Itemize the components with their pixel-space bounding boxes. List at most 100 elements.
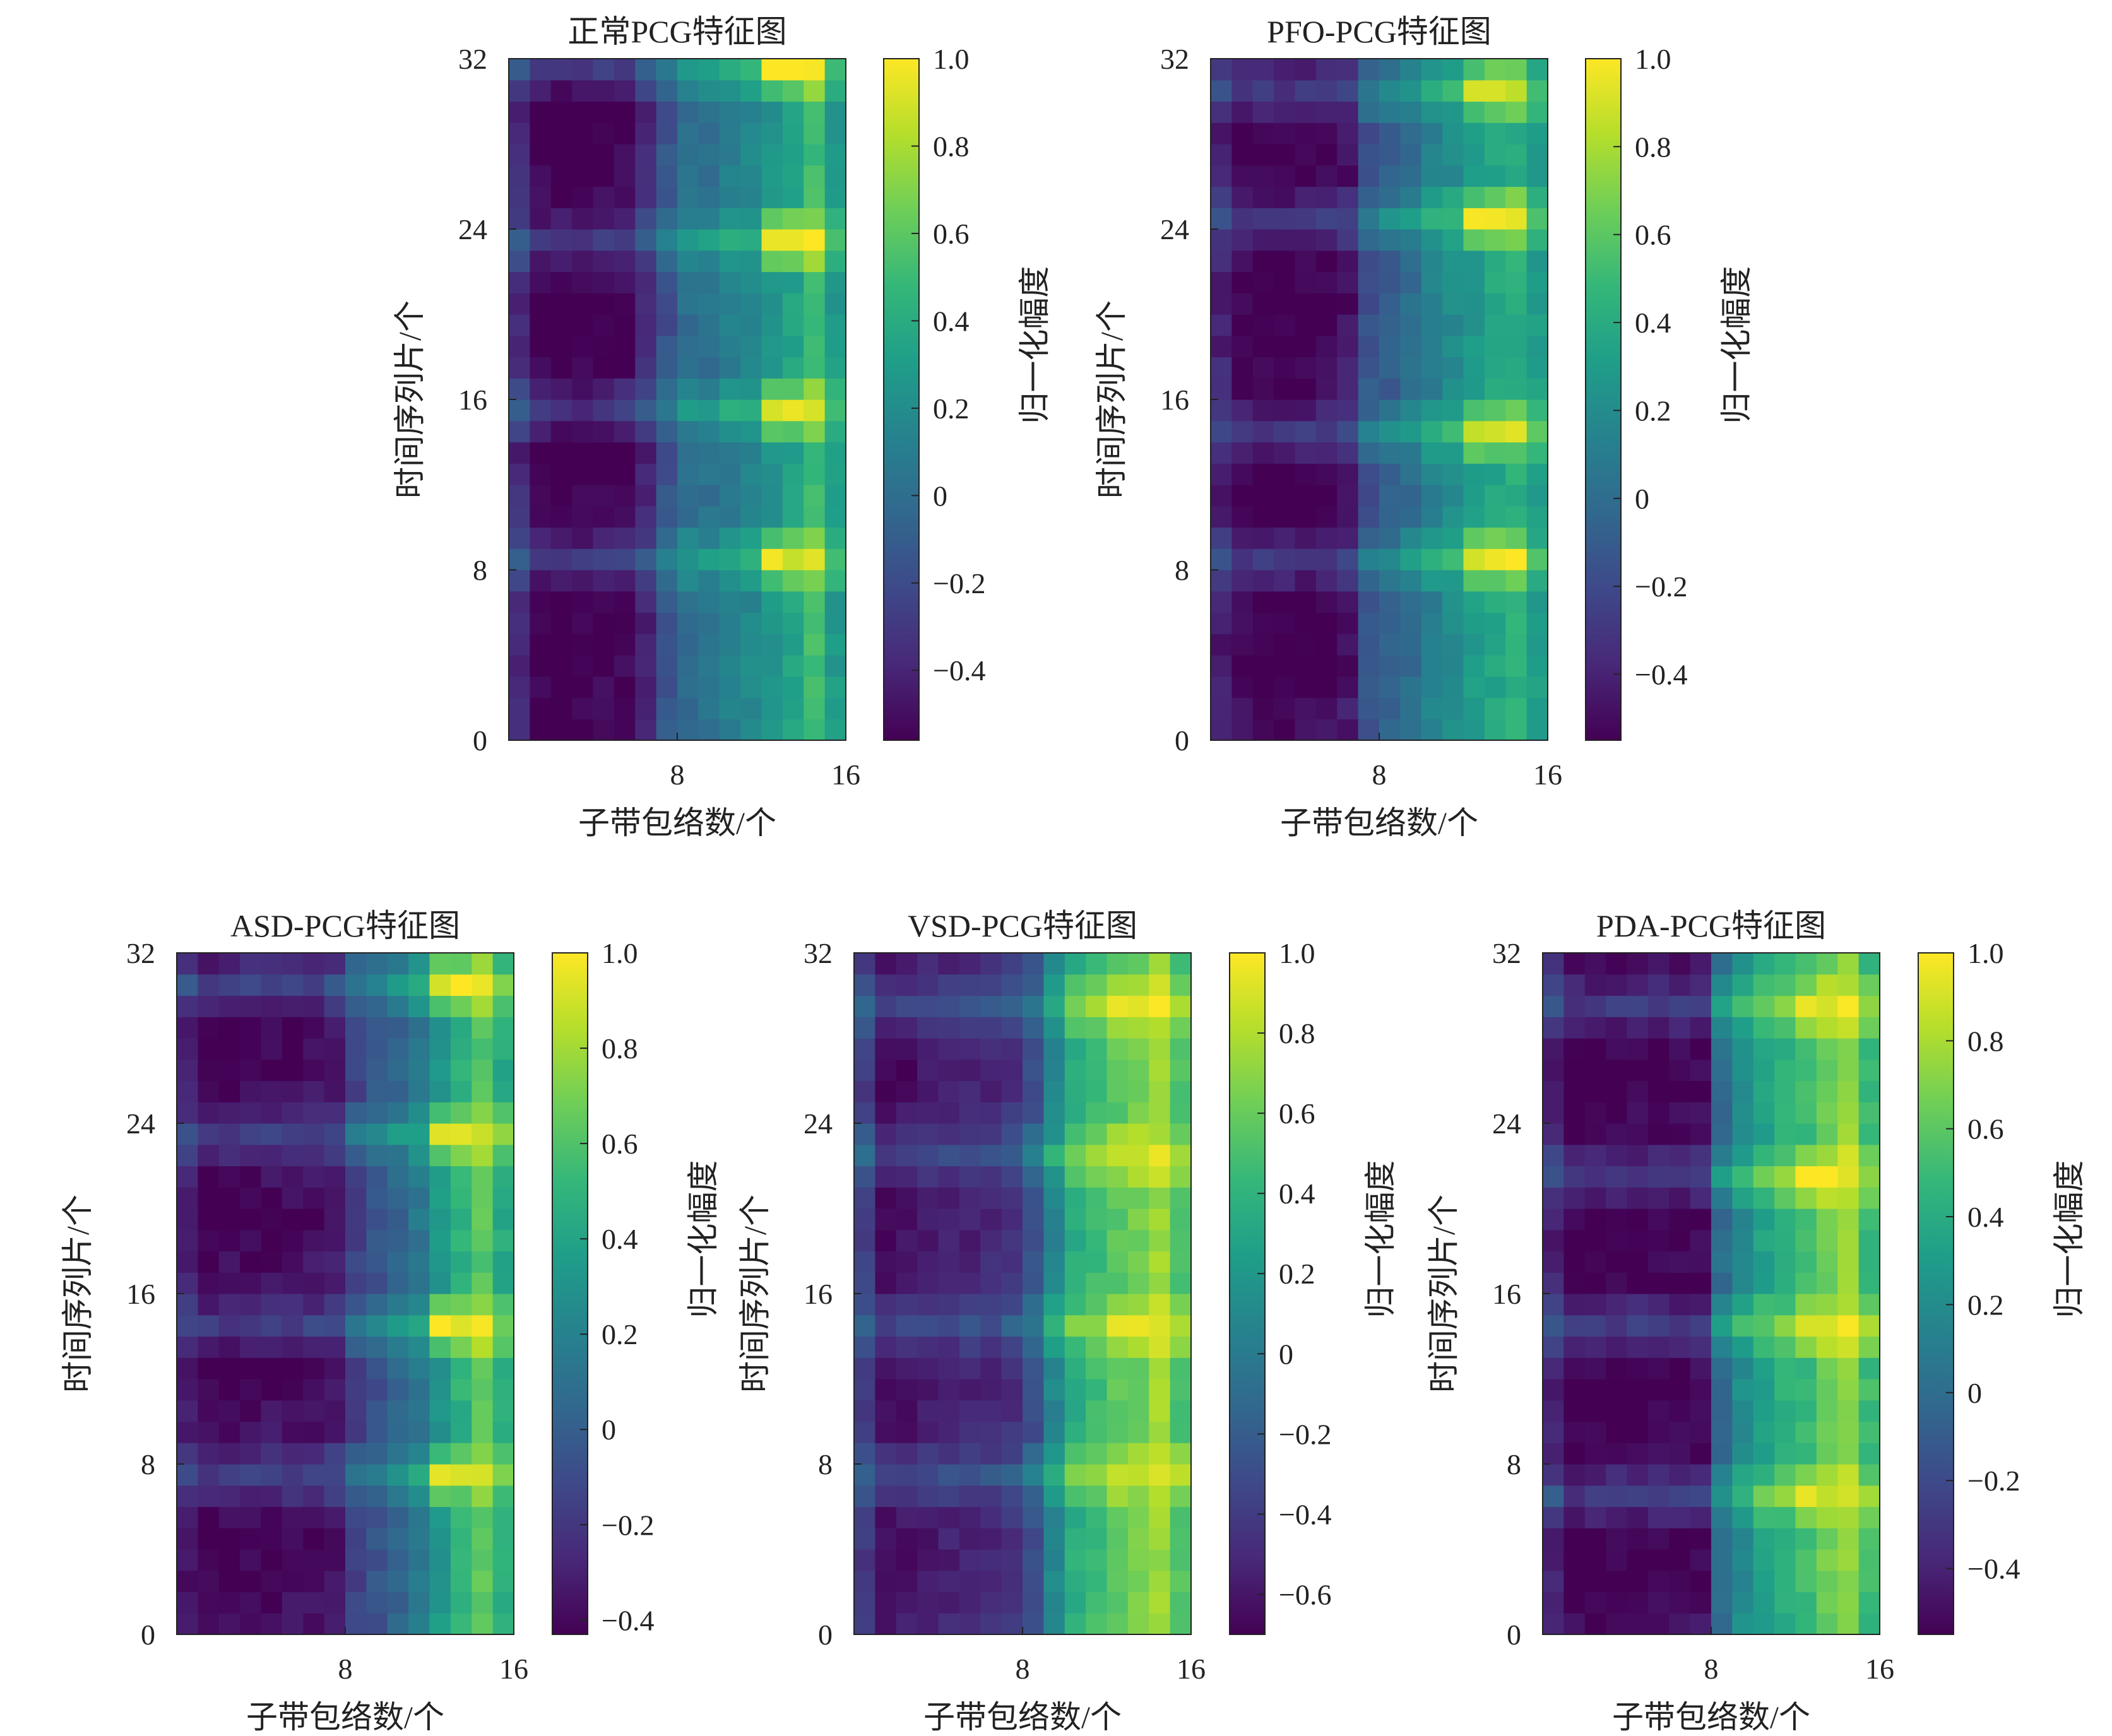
heatmap-cell — [1627, 1017, 1649, 1039]
heatmap-cell — [1170, 974, 1192, 996]
heatmap-cell — [1086, 1080, 1108, 1102]
heatmap-cell — [677, 378, 699, 400]
heatmap-cell — [261, 1443, 283, 1465]
heatmap-cell — [698, 505, 720, 528]
heatmap-cell — [450, 1187, 472, 1209]
heatmap-cell — [698, 101, 720, 123]
heatmap-cell — [303, 1549, 325, 1571]
heatmap-cell — [875, 1570, 897, 1593]
heatmap-cell — [530, 591, 552, 613]
y-tick-label: 8 — [473, 554, 487, 586]
heatmap-cell — [698, 655, 720, 677]
heatmap-cell — [261, 1166, 283, 1188]
heatmap-cell — [240, 1485, 262, 1508]
heatmap-cell — [1732, 1506, 1754, 1528]
heatmap-cell — [593, 548, 615, 570]
heatmap-cell — [492, 1314, 514, 1337]
heatmap-cell — [1647, 1294, 1670, 1316]
heatmap-cell — [875, 1272, 897, 1294]
heatmap-cell — [1753, 1591, 1775, 1614]
heatmap-cell — [1023, 1485, 1044, 1508]
heatmap-cell — [572, 697, 594, 719]
colorbar-tick-label: 0.8 — [602, 1032, 638, 1065]
heatmap-cell — [1295, 420, 1317, 443]
heatmap-cell — [1795, 1400, 1817, 1422]
heatmap-cell — [1690, 1123, 1712, 1145]
heatmap-cell — [1231, 208, 1254, 230]
heatmap-cell — [677, 271, 699, 293]
heatmap-cell — [509, 229, 530, 251]
heatmap-cell — [387, 953, 409, 975]
heatmap-cell — [1774, 1187, 1796, 1209]
heatmap-cell — [896, 1464, 918, 1486]
heatmap-cell — [1043, 1272, 1065, 1294]
heatmap-cell — [387, 1613, 409, 1635]
heatmap-cell — [1211, 399, 1232, 422]
heatmap-cell — [177, 1357, 198, 1379]
heatmap-cell — [1064, 1208, 1086, 1231]
heatmap-cell — [1711, 1314, 1733, 1337]
heatmap-cell — [1858, 1272, 1880, 1294]
heatmap-cell — [345, 1229, 367, 1252]
heatmap-cell — [1001, 1528, 1023, 1550]
heatmap-cell — [698, 122, 720, 145]
heatmap-cell — [1627, 1229, 1649, 1252]
heatmap-cell — [1606, 1017, 1628, 1039]
heatmap-cell — [1001, 1229, 1023, 1252]
heatmap-cell — [1043, 1017, 1065, 1039]
heatmap-cell — [1442, 548, 1464, 570]
heatmap-cell — [1526, 378, 1548, 400]
heatmap-cell — [1400, 378, 1422, 400]
heatmap-cell — [572, 59, 594, 81]
heatmap-cell — [1337, 485, 1359, 507]
heatmap-cell — [1043, 1314, 1065, 1337]
heatmap-cell — [550, 463, 572, 485]
heatmap-cell — [614, 485, 636, 507]
heatmap-cell — [1795, 1123, 1817, 1145]
heatmap-cell — [1379, 357, 1401, 379]
heatmap-cell — [635, 165, 657, 187]
heatmap-cell — [1127, 1187, 1149, 1209]
heatmap-cell — [366, 1443, 388, 1465]
heatmap-cell — [854, 1485, 875, 1508]
heatmap-cell — [1711, 1272, 1733, 1294]
heatmap-cell — [509, 485, 530, 507]
heatmap-cell — [677, 101, 699, 123]
heatmap-cell — [303, 1336, 325, 1358]
heatmap-cell — [677, 463, 699, 485]
heatmap-cell — [366, 1208, 388, 1231]
heatmap-cell — [1379, 250, 1401, 273]
heatmap-cell — [1337, 250, 1359, 273]
heatmap-cell — [1711, 1379, 1733, 1401]
colorbar — [883, 58, 920, 741]
heatmap-cell — [1315, 378, 1338, 400]
heatmap-cell — [1400, 527, 1422, 549]
heatmap-cell — [719, 378, 741, 400]
heatmap-cell — [1001, 1166, 1023, 1188]
heatmap-cell — [1149, 1549, 1171, 1571]
heatmap-cell — [1858, 1400, 1880, 1422]
heatmap-cell — [1484, 357, 1506, 379]
heatmap-cell — [345, 1549, 367, 1571]
heatmap-cell — [677, 612, 699, 634]
heatmap-cell — [492, 1017, 514, 1039]
heatmap-cell — [1543, 995, 1564, 1017]
heatmap-cell — [492, 1272, 514, 1294]
heatmap-cell — [1252, 485, 1274, 507]
heatmap-cell — [1086, 1166, 1108, 1188]
heatmap-cell — [1442, 527, 1464, 549]
heatmap-cell — [1274, 527, 1296, 549]
heatmap-cell — [450, 1229, 472, 1252]
heatmap-cell — [218, 1528, 240, 1550]
heatmap-cell — [782, 357, 804, 379]
heatmap-cell — [509, 719, 530, 741]
heatmap-cell — [387, 1549, 409, 1571]
heatmap-cell — [366, 1272, 388, 1294]
heatmap-cell — [1001, 1485, 1023, 1508]
heatmap-cell — [635, 250, 657, 273]
heatmap-cell — [261, 974, 283, 996]
heatmap-cell — [824, 570, 846, 592]
heatmap-cell — [1837, 1080, 1860, 1102]
heatmap-cell — [218, 1613, 240, 1635]
heatmap-cell — [1627, 1570, 1649, 1593]
